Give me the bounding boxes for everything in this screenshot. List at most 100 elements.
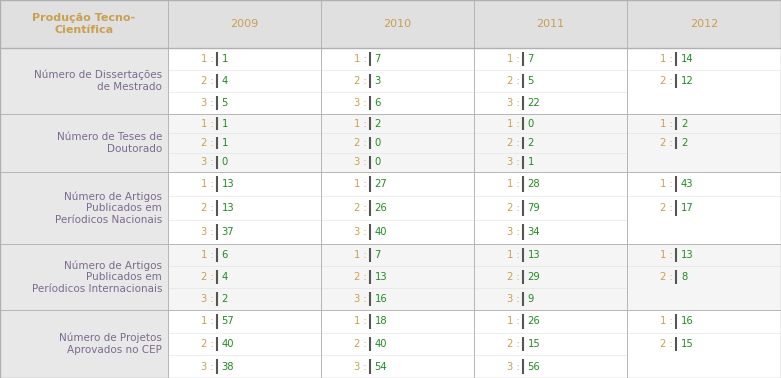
Text: 1 :: 1 :: [661, 316, 673, 326]
Text: 1 :: 1 :: [661, 119, 673, 129]
Bar: [627, 0, 781, 48]
Text: 2 :: 2 :: [201, 76, 214, 86]
Text: 1: 1: [222, 54, 228, 64]
Text: 2: 2: [222, 294, 228, 304]
Text: 1 :: 1 :: [201, 179, 214, 189]
Text: 29: 29: [527, 272, 540, 282]
Bar: [0, 0, 168, 48]
Text: 2 :: 2 :: [661, 339, 673, 349]
Text: 2012: 2012: [690, 19, 718, 29]
Bar: [627, 48, 781, 114]
Text: 2 :: 2 :: [661, 76, 673, 86]
Text: 13: 13: [222, 179, 234, 189]
Text: 2 :: 2 :: [354, 272, 367, 282]
Text: 3 :: 3 :: [355, 294, 367, 304]
Text: 3 :: 3 :: [355, 98, 367, 108]
Bar: [474, 48, 627, 114]
Text: 18: 18: [375, 316, 387, 326]
Text: 1 :: 1 :: [661, 54, 673, 64]
Text: 57: 57: [222, 316, 234, 326]
Text: Número de Teses de
Doutorado: Número de Teses de Doutorado: [57, 132, 162, 154]
Text: 3 :: 3 :: [508, 362, 520, 372]
Text: 3 :: 3 :: [201, 157, 214, 167]
Bar: [321, 114, 474, 172]
Text: 2 :: 2 :: [507, 272, 520, 282]
Text: 6: 6: [222, 250, 228, 260]
Text: 6: 6: [375, 98, 381, 108]
Text: 2 :: 2 :: [507, 203, 520, 213]
Text: 3 :: 3 :: [355, 157, 367, 167]
Text: 3 :: 3 :: [355, 227, 367, 237]
Text: 2 :: 2 :: [507, 138, 520, 148]
Text: 5: 5: [222, 98, 228, 108]
Text: 2 :: 2 :: [354, 339, 367, 349]
Text: 9: 9: [527, 294, 534, 304]
Text: 3: 3: [375, 76, 381, 86]
Text: 37: 37: [222, 227, 234, 237]
Bar: [168, 114, 321, 172]
Text: 0: 0: [222, 157, 228, 167]
Text: 3 :: 3 :: [201, 227, 214, 237]
Text: 0: 0: [527, 119, 533, 129]
Text: 16: 16: [375, 294, 387, 304]
Bar: [0, 244, 168, 310]
Text: 2 :: 2 :: [507, 76, 520, 86]
Text: 40: 40: [222, 339, 234, 349]
Text: 2009: 2009: [230, 19, 259, 29]
Text: 27: 27: [375, 179, 387, 189]
Text: 1: 1: [527, 157, 534, 167]
Text: 2010: 2010: [383, 19, 412, 29]
Text: 0: 0: [375, 157, 381, 167]
Text: 2 :: 2 :: [201, 203, 214, 213]
Bar: [0, 48, 168, 114]
Text: 15: 15: [527, 339, 540, 349]
Text: 2 :: 2 :: [201, 138, 214, 148]
Text: 0: 0: [375, 138, 381, 148]
Text: 1 :: 1 :: [354, 250, 367, 260]
Text: 1 :: 1 :: [507, 179, 520, 189]
Text: 2 :: 2 :: [354, 76, 367, 86]
Bar: [321, 48, 474, 114]
Text: 3 :: 3 :: [201, 98, 214, 108]
Text: 2: 2: [527, 138, 534, 148]
Text: 1 :: 1 :: [201, 250, 214, 260]
Text: 28: 28: [527, 179, 540, 189]
Bar: [627, 114, 781, 172]
Text: 1 :: 1 :: [507, 316, 520, 326]
Text: 13: 13: [681, 250, 694, 260]
Text: 3 :: 3 :: [508, 157, 520, 167]
Text: Número de Artigos
Publicados em
Períodicos Nacionais: Número de Artigos Publicados em Períodic…: [55, 191, 162, 225]
Text: 1: 1: [222, 119, 228, 129]
Text: 2 :: 2 :: [507, 339, 520, 349]
Text: 22: 22: [527, 98, 540, 108]
Text: 3 :: 3 :: [508, 227, 520, 237]
Text: 3 :: 3 :: [201, 362, 214, 372]
Bar: [0, 114, 168, 172]
Text: 79: 79: [527, 203, 540, 213]
Bar: [321, 310, 474, 378]
Bar: [168, 0, 321, 48]
Bar: [474, 244, 627, 310]
Text: 3 :: 3 :: [508, 98, 520, 108]
Text: 1 :: 1 :: [354, 316, 367, 326]
Text: 16: 16: [681, 316, 694, 326]
Bar: [168, 310, 321, 378]
Text: 1 :: 1 :: [507, 250, 520, 260]
Text: 2: 2: [375, 119, 381, 129]
Text: Número de Projetos
Aprovados no CEP: Número de Projetos Aprovados no CEP: [59, 333, 162, 355]
Text: 2: 2: [681, 119, 687, 129]
Bar: [321, 172, 474, 244]
Text: 13: 13: [222, 203, 234, 213]
Bar: [474, 114, 627, 172]
Text: 7: 7: [527, 54, 534, 64]
Text: 34: 34: [527, 227, 540, 237]
Text: 2 :: 2 :: [201, 339, 214, 349]
Text: 56: 56: [527, 362, 540, 372]
Text: 1 :: 1 :: [201, 119, 214, 129]
Text: 15: 15: [681, 339, 694, 349]
Text: Número de Artigos
Publicados em
Períodicos Internacionais: Número de Artigos Publicados em Períodic…: [31, 260, 162, 294]
Text: 54: 54: [375, 362, 387, 372]
Text: 2 :: 2 :: [661, 203, 673, 213]
Bar: [0, 310, 168, 378]
Text: 14: 14: [681, 54, 694, 64]
